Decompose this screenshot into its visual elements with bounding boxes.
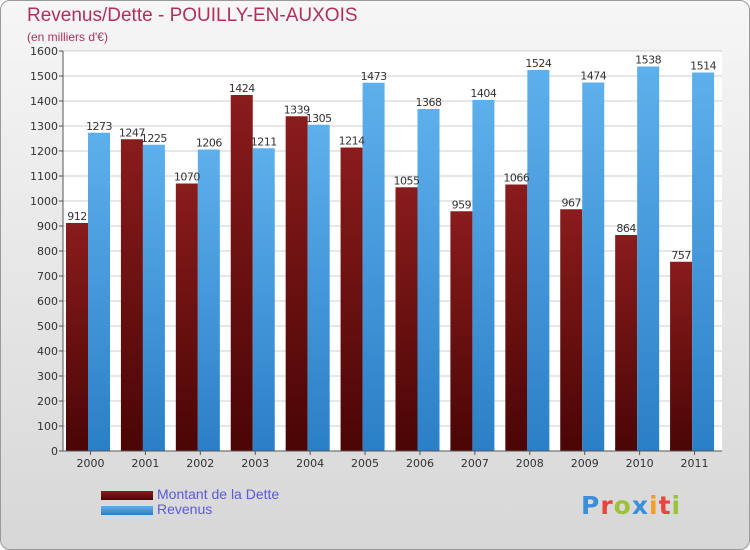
data-label-revenus-2002: 1206 — [196, 137, 222, 150]
data-label-dette-2006: 1055 — [394, 174, 420, 187]
data-label-dette-2002: 1070 — [174, 171, 200, 184]
x-tick-label-2010: 2010 — [626, 457, 654, 470]
data-label-revenus-2003: 1211 — [251, 135, 277, 148]
data-label-dette-2003: 1424 — [229, 82, 255, 95]
data-label-dette-2008: 1066 — [503, 172, 529, 185]
data-label-revenus-2004: 1305 — [306, 112, 332, 125]
bar-revenus-2009 — [582, 82, 605, 451]
y-tick-label: 1300 — [30, 120, 58, 133]
x-tick-label-2005: 2005 — [351, 457, 379, 470]
y-tick-label: 1200 — [30, 145, 58, 158]
y-tick-label: 100 — [37, 420, 58, 433]
y-tick-label: 200 — [37, 395, 58, 408]
y-tick-label: 500 — [37, 320, 58, 333]
logo-letter: r — [600, 491, 614, 520]
bar-dette-2009 — [560, 209, 583, 451]
data-label-dette-2005: 1214 — [339, 135, 365, 148]
data-label-revenus-2009: 1474 — [580, 70, 606, 83]
y-tick-label: 700 — [37, 270, 58, 283]
bar-dette-2003 — [230, 95, 253, 451]
bar-revenus-2007 — [472, 100, 495, 451]
x-tick-label-2009: 2009 — [571, 457, 599, 470]
data-label-dette-2000: 912 — [67, 210, 87, 223]
y-tick-label: 1000 — [30, 195, 58, 208]
bar-dette-2008 — [505, 184, 528, 451]
bar-revenus-2006 — [417, 109, 440, 451]
bar-dette-2007 — [450, 211, 473, 451]
bar-dette-2006 — [395, 187, 418, 451]
x-tick-label-2011: 2011 — [681, 457, 709, 470]
bar-revenus-2008 — [527, 70, 550, 451]
y-tick-label: 1100 — [30, 170, 58, 183]
data-label-dette-2009: 967 — [562, 196, 582, 209]
y-tick-label: 1400 — [30, 95, 58, 108]
data-label-dette-2011: 757 — [671, 249, 691, 262]
bar-dette-2010 — [615, 235, 638, 451]
y-tick-label: 300 — [37, 370, 58, 383]
data-label-dette-2010: 864 — [616, 222, 636, 235]
bar-revenus-2002 — [197, 149, 220, 451]
data-label-revenus-2007: 1404 — [470, 87, 496, 100]
bar-dette-2000 — [66, 223, 88, 451]
data-label-revenus-2010: 1538 — [635, 54, 661, 67]
bar-revenus-2000 — [88, 132, 110, 451]
y-tick-label: 1500 — [30, 70, 58, 83]
x-tick-label-2004: 2004 — [296, 457, 324, 470]
data-label-revenus-2000: 1273 — [86, 120, 112, 133]
x-tick-label-2003: 2003 — [241, 457, 269, 470]
data-label-revenus-2008: 1524 — [525, 57, 551, 70]
logo-letter: t — [658, 491, 672, 520]
bar-dette-2005 — [340, 147, 363, 451]
bar-dette-2011 — [670, 261, 693, 451]
y-tick-label: 600 — [37, 295, 58, 308]
bar-revenus-2005 — [362, 82, 385, 451]
data-label-revenus-2001: 1225 — [141, 132, 167, 145]
logo-letter: P — [581, 491, 601, 520]
y-tick-label: 900 — [37, 220, 58, 233]
data-label-revenus-2011: 1514 — [690, 60, 716, 73]
x-tick-label-2007: 2007 — [461, 457, 489, 470]
data-label-dette-2004: 1339 — [284, 103, 310, 116]
legend-label-revenus: Revenus — [157, 501, 213, 517]
chart-title: Revenus/Dette - POUILLY-EN-AUXOIS — [27, 5, 358, 26]
data-label-revenus-2005: 1473 — [361, 70, 387, 83]
bar-revenus-2004 — [307, 124, 330, 451]
logo-letter: i — [671, 491, 682, 520]
logo-letter: i — [649, 491, 659, 520]
chart-subtitle: (en milliers d'€) — [27, 30, 108, 44]
bar-revenus-2003 — [252, 148, 275, 451]
data-label-dette-2007: 959 — [452, 198, 472, 211]
y-tick-label: 0 — [51, 445, 58, 458]
legend-label-dette: Montant de la Dette — [157, 486, 280, 502]
proxiti-logo: Proxiti — [581, 491, 681, 520]
data-label-dette-2001: 1247 — [119, 126, 145, 139]
legend-swatch-revenus — [101, 506, 153, 515]
bar-revenus-2010 — [637, 66, 660, 451]
bar-revenus-2011 — [692, 72, 715, 451]
x-tick-label-2001: 2001 — [131, 457, 159, 470]
legend-swatch-dette — [101, 491, 153, 500]
bar-revenus-2001 — [142, 144, 165, 451]
bar-dette-2004 — [285, 116, 308, 451]
y-tick-label: 400 — [37, 345, 58, 358]
y-tick-label: 1600 — [30, 45, 58, 58]
logo-letter: x — [631, 491, 649, 520]
logo-letter: o — [613, 491, 632, 520]
x-tick-label-2000: 2000 — [76, 457, 104, 470]
data-label-revenus-2006: 1368 — [416, 96, 442, 109]
bar-dette-2001 — [120, 139, 143, 451]
x-tick-label-2008: 2008 — [516, 457, 544, 470]
x-tick-label-2002: 2002 — [186, 457, 214, 470]
y-tick-label: 800 — [37, 245, 58, 258]
x-tick-label-2006: 2006 — [406, 457, 434, 470]
bar-dette-2002 — [175, 183, 198, 451]
